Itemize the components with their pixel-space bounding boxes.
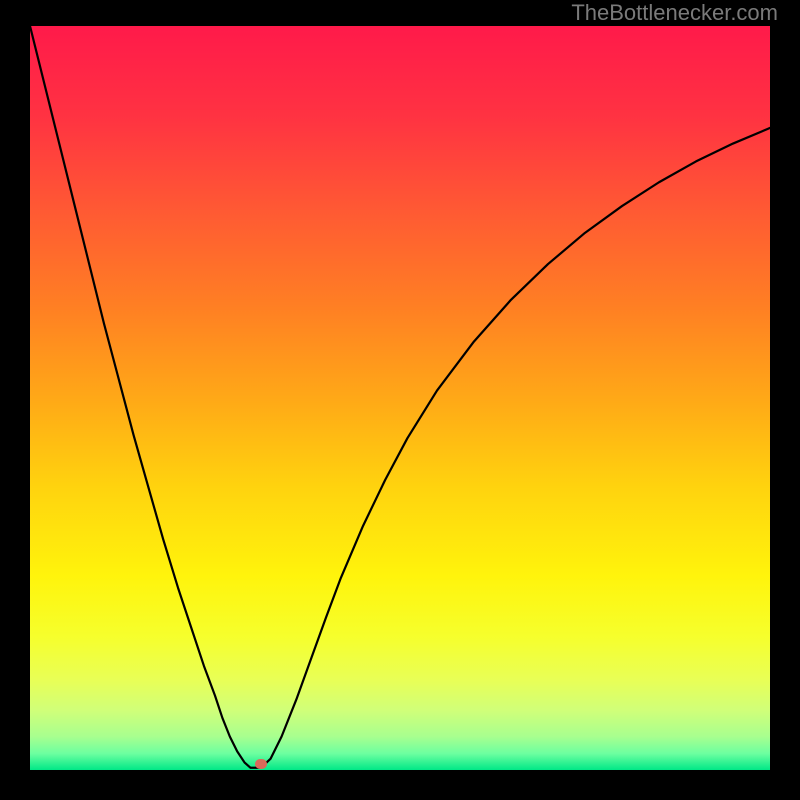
optimum-marker <box>255 759 267 769</box>
bottleneck-curve <box>30 26 770 768</box>
watermark-text: TheBottlenecker.com <box>571 0 778 26</box>
plot-area <box>30 26 770 770</box>
chart-container: TheBottlenecker.com <box>0 0 800 800</box>
curve-svg <box>30 26 770 770</box>
